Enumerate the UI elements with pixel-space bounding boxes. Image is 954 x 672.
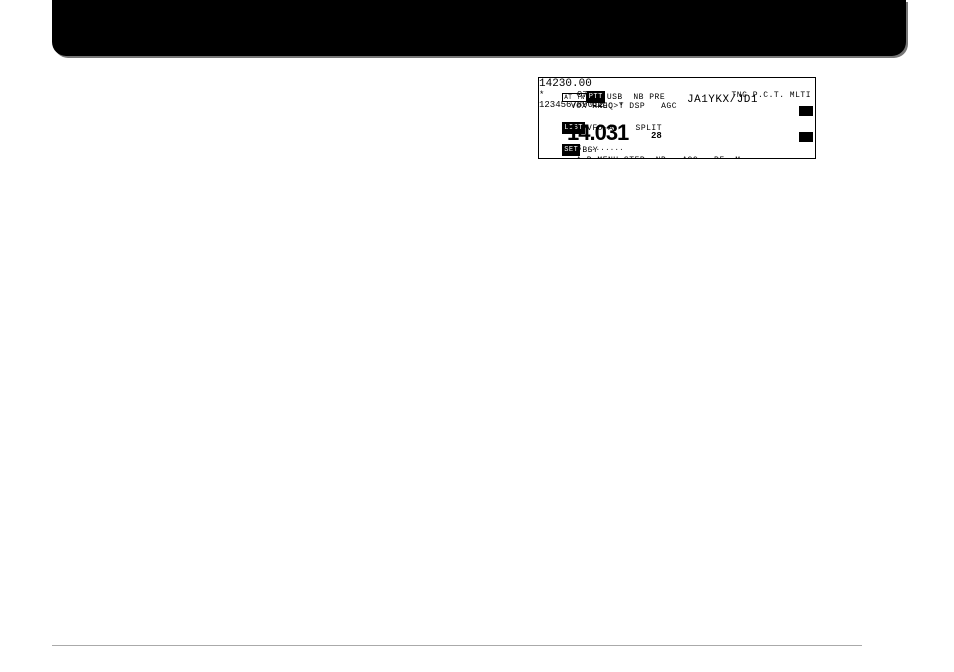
black-square-1 [799,106,813,116]
freq-suffix: 28 [651,131,662,141]
main-frequency: 14.031 [567,120,628,146]
bottom-menu: A-B MENU STEP NB AGC PF M [576,156,740,159]
callsign: JA1YKX/JD1 [687,94,758,106]
row2-vox: VOX R4EQ>T DSP [571,102,645,112]
radio-lcd-display: AT TNPTTUSB NB PRETNC P.C.T. MLTI PROC *… [538,77,816,159]
lcd-row-6: A-B MENU STEP NB AGC PF M [541,146,813,159]
bottom-divider [52,645,862,646]
top-black-bar [52,0,906,56]
